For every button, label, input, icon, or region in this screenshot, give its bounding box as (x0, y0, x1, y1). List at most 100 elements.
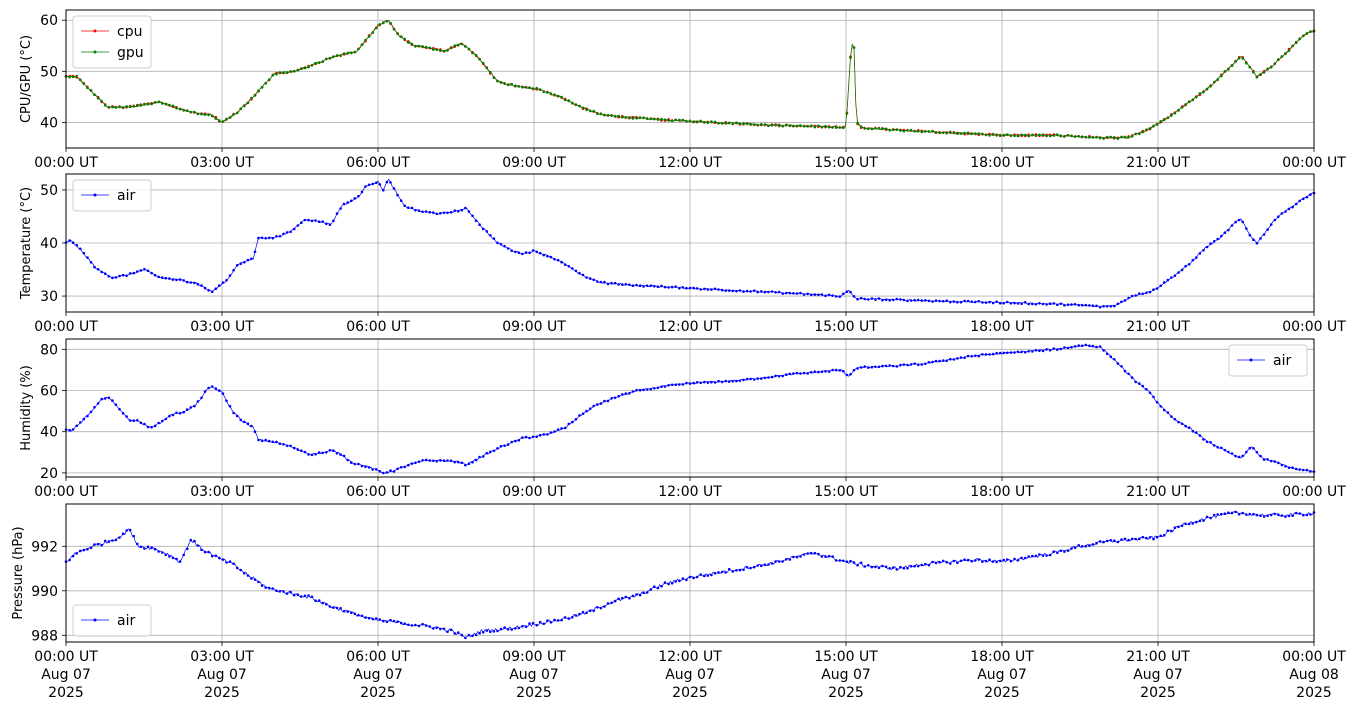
chart-panel-2: 30 40 50 00:00 UT 03:00 UT 06:00 UT 09:00 UT 12… (19, 173, 1346, 335)
x-tick-label: 09:00 UT (502, 649, 566, 665)
legend-label: air (117, 613, 135, 629)
x-tick-date-label: 2025 (204, 685, 240, 701)
y-axis-label: Temperature (°C) (19, 187, 34, 300)
x-tick-date-label: Aug 07 (665, 667, 715, 683)
y-axis-label: CPU/GPU (°C) (19, 35, 34, 123)
legend: air (72, 179, 152, 212)
x-tick-date-label: 2025 (1140, 685, 1176, 701)
x-tick-label: 18:00 UT (970, 155, 1034, 171)
x-tick-label: 03:00 UT (190, 649, 254, 665)
series-gpu (64, 19, 1316, 140)
legend: air (72, 604, 152, 637)
x-tick-date-label: 2025 (672, 685, 708, 701)
x-tick-label: 00:00 UT (1282, 649, 1346, 665)
x-tick-date-label: Aug 07 (41, 667, 91, 683)
legend-label: gpu (117, 45, 144, 61)
series-air (64, 178, 1316, 309)
x-tick-label: 09:00 UT (502, 484, 566, 500)
x-tick-label: 18:00 UT (970, 484, 1034, 500)
x-tick-date-label: 2025 (360, 685, 396, 701)
x-tick-label: 06:00 UT (346, 484, 410, 500)
x-tick-label: 12:00 UT (658, 155, 722, 171)
y-tick-label: 50 (40, 183, 58, 199)
x-tick-date-label: Aug 07 (977, 667, 1027, 683)
x-tick-date-label: Aug 07 (821, 667, 871, 683)
series-line (66, 19, 1315, 139)
legend-swatch-marker (1249, 358, 1253, 362)
x-tick-label: 06:00 UT (346, 155, 410, 171)
x-tick-label: 03:00 UT (190, 319, 254, 335)
x-tick-label: 21:00 UT (1126, 484, 1190, 500)
y-tick-label: 30 (40, 289, 58, 305)
chart-panel-1: 40 50 60 00:00 UT 03:00 UT 06:00 UT 09:00 UT 12… (19, 9, 1346, 171)
y-tick-label: 20 (40, 466, 58, 482)
series-line (65, 178, 1315, 308)
x-tick-date-label: 2025 (828, 685, 864, 701)
x-tick-label: 15:00 UT (814, 155, 878, 171)
legend-swatch-marker (93, 193, 97, 197)
y-tick-label: 60 (40, 13, 58, 29)
x-tick-label: 15:00 UT (814, 319, 878, 335)
x-tick-date-label: Aug 07 (1133, 667, 1183, 683)
x-tick-label: 15:00 UT (814, 484, 878, 500)
x-tick-label: 09:00 UT (502, 319, 566, 335)
legend-swatch-marker (93, 29, 97, 33)
y-tick-label: 990 (31, 584, 58, 600)
x-tick-label: 09:00 UT (502, 155, 566, 171)
legend: cpu gpu (72, 15, 152, 69)
y-tick-label: 992 (31, 539, 58, 555)
x-tick-label: 06:00 UT (346, 649, 410, 665)
y-tick-label: 988 (31, 628, 58, 644)
x-tick-label: 15:00 UT (814, 649, 878, 665)
x-tick-date-label: Aug 07 (509, 667, 559, 683)
y-tick-label: 40 (40, 425, 58, 441)
legend-label: cpu (117, 24, 142, 40)
y-tick-label: 40 (40, 115, 58, 131)
x-tick-label: 18:00 UT (970, 319, 1034, 335)
y-tick-label: 40 (40, 236, 58, 252)
legend: air (1228, 344, 1308, 377)
legend-box (72, 179, 152, 212)
x-tick-label: 00:00 UT (1282, 484, 1346, 500)
x-tick-label: 18:00 UT (970, 649, 1034, 665)
x-tick-date-label: 2025 (516, 685, 552, 701)
x-tick-label: 12:00 UT (658, 649, 722, 665)
y-tick-label: 50 (40, 64, 58, 80)
x-tick-label: 12:00 UT (658, 484, 722, 500)
y-axis-label: Humidity (%) (19, 365, 34, 451)
x-tick-label: 21:00 UT (1126, 155, 1190, 171)
x-tick-label: 06:00 UT (346, 319, 410, 335)
series-line (65, 344, 1315, 474)
chart-panel-3: 20 40 60 80 00:00 UT 03:00 UT 06:00 UT 09:00 UT… (19, 338, 1346, 500)
legend-box (1228, 344, 1308, 377)
x-tick-date-label: 2025 (984, 685, 1020, 701)
x-tick-label: 03:00 UT (190, 484, 254, 500)
y-axis-label: Pressure (hPa) (11, 526, 26, 619)
x-tick-label: 00:00 UT (34, 319, 98, 335)
y-tick-label: 80 (40, 342, 58, 358)
legend-box (72, 604, 152, 637)
x-tick-label: 03:00 UT (190, 155, 254, 171)
x-tick-date-label: Aug 07 (353, 667, 403, 683)
x-tick-label: 12:00 UT (658, 319, 722, 335)
x-tick-label: 00:00 UT (1282, 319, 1346, 335)
legend-label: air (117, 188, 135, 204)
x-tick-date-label: 2025 (1296, 685, 1332, 701)
x-tick-label: 00:00 UT (1282, 155, 1346, 171)
x-tick-label: 00:00 UT (34, 484, 98, 500)
y-tick-label: 60 (40, 383, 58, 399)
series-air (64, 343, 1316, 475)
x-tick-label: 00:00 UT (34, 649, 98, 665)
x-tick-date-label: Aug 07 (197, 667, 247, 683)
legend-label: air (1273, 353, 1291, 369)
x-tick-date-label: Aug 08 (1289, 667, 1339, 683)
x-tick-label: 00:00 UT (34, 155, 98, 171)
legend-box (72, 15, 152, 69)
series-line (65, 511, 1315, 639)
x-tick-date-label: 2025 (48, 685, 84, 701)
chart-panel-4: 988 990 992 00:00 UT Aug 07 2025 03:00 UT Aug 0… (11, 503, 1346, 701)
legend-swatch-marker (93, 50, 97, 54)
x-tick-label: 21:00 UT (1126, 319, 1190, 335)
legend-swatch-marker (93, 618, 97, 622)
